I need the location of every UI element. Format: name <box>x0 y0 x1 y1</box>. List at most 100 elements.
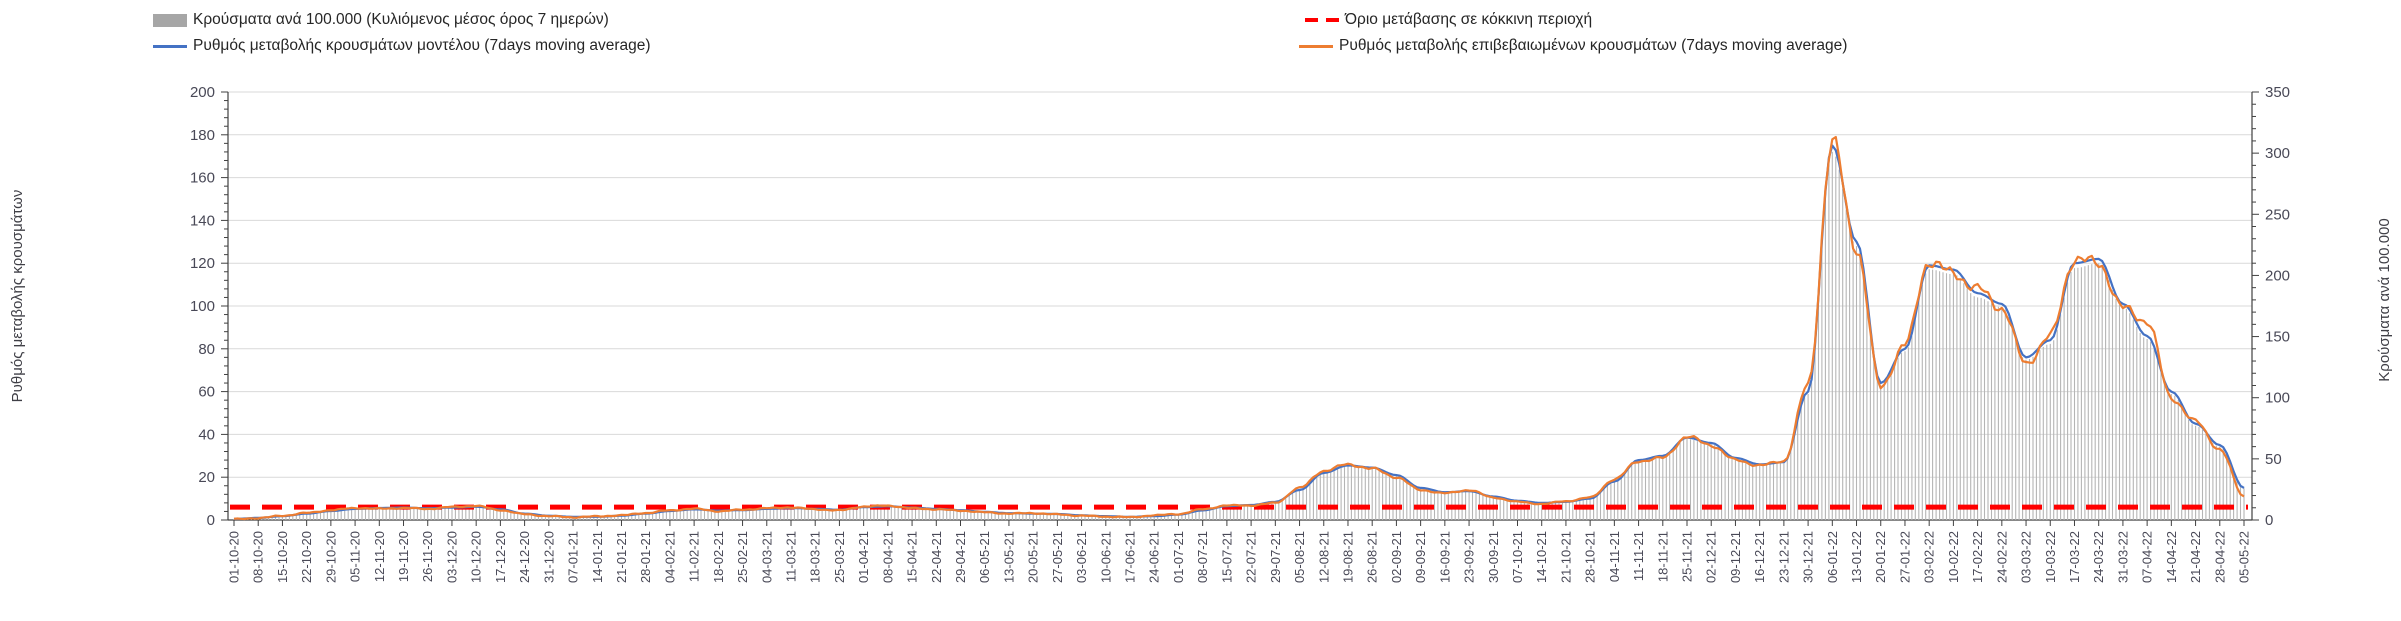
x-axis-tick-label: 14-10-21 <box>1534 531 1549 583</box>
x-axis-tick-label: 07-04-22 <box>2140 531 2155 583</box>
left-axis-tick-label: 100 <box>190 298 215 315</box>
x-axis-tick-label: 18-03-21 <box>808 531 823 583</box>
x-axis-tick-label: 17-03-22 <box>2067 531 2082 583</box>
x-axis-tick-label: 22-10-20 <box>299 531 314 583</box>
x-axis-tick-label: 17-02-22 <box>1970 531 1985 583</box>
left-axis-tick-label: 200 <box>190 84 215 101</box>
confirmed-rate-line <box>233 135 2245 521</box>
x-axis-tick-label: 28-01-21 <box>638 531 653 583</box>
x-axis-tick-label: 23-12-21 <box>1776 531 1791 583</box>
x-axis-tick-label: 31-03-22 <box>2115 531 2130 583</box>
x-axis-tick-label: 03-02-22 <box>1922 531 1937 583</box>
blue-line-swatch-icon <box>153 44 187 48</box>
right-axis-title: Κρούσματα ανά 100.000 <box>2376 218 2393 381</box>
x-axis-tick-label: 15-10-20 <box>275 531 290 583</box>
x-axis-tick-label: 07-01-21 <box>566 531 581 583</box>
x-axis-tick-label: 15-07-21 <box>1219 531 1234 583</box>
x-axis-tick-label: 25-11-21 <box>1680 531 1695 582</box>
legend-item-model-rate: Ρυθμός μεταβολής κρουσμάτων μοντέλου (7d… <box>153 37 651 55</box>
right-axis-tick-label: 300 <box>2265 145 2290 162</box>
legend-label: Όριο μετάβασης σε κόκκινη περιοχή <box>1345 11 1593 28</box>
x-axis-tick-label: 13-05-21 <box>1001 531 1016 583</box>
x-axis-tick-label: 09-12-21 <box>1728 531 1743 583</box>
x-axis-tick-label: 11-03-21 <box>783 531 798 582</box>
x-axis-tick-label: 05-11-20 <box>348 531 363 582</box>
x-axis-tick-label: 21-01-21 <box>614 531 629 583</box>
x-axis-tick-label: 17-12-20 <box>493 531 508 583</box>
x-axis-tick-label: 20-01-22 <box>1873 531 1888 583</box>
x-axis-tick-label: 11-02-21 <box>687 531 702 582</box>
left-axis-tick-label: 20 <box>198 469 215 486</box>
right-axis-tick-label: 100 <box>2265 390 2290 407</box>
x-axis-tick-label: 31-12-20 <box>541 531 556 583</box>
x-axis-tick-label: 04-02-21 <box>662 531 677 583</box>
x-axis-tick-label: 20-05-21 <box>1026 531 1041 583</box>
left-axis-tick-label: 40 <box>198 426 215 443</box>
right-axis-tick-label: 150 <box>2265 329 2290 346</box>
legend-label: Ρυθμός μεταβολής κρουσμάτων μοντέλου (7d… <box>193 37 651 54</box>
red-dash-swatch-icon <box>1305 17 1339 23</box>
x-axis-tick-label: 30-12-21 <box>1801 531 1816 583</box>
x-axis-tick-label: 24-12-20 <box>517 531 532 583</box>
legend-item-red-threshold: Όριο μετάβασης σε κόκκινη περιοχή <box>1305 11 1592 29</box>
x-axis-tick-label: 19-08-21 <box>1340 531 1355 583</box>
right-axis-tick-label: 200 <box>2265 267 2290 284</box>
bar-swatch-icon <box>153 13 187 27</box>
x-axis-tick-label: 01-10-20 <box>227 531 242 583</box>
x-axis-tick-label: 25-02-21 <box>735 531 750 583</box>
x-axis-tick-label: 12-11-20 <box>372 531 387 582</box>
x-axis-tick-label: 21-04-22 <box>2188 531 2203 583</box>
x-axis-tick-label: 04-11-21 <box>1607 531 1622 582</box>
left-axis-tick-label: 180 <box>190 127 215 144</box>
right-axis-tick-label: 50 <box>2265 451 2282 468</box>
x-axis-tick-label: 24-03-22 <box>2091 531 2106 583</box>
x-axis-tick-label: 19-11-20 <box>396 531 411 582</box>
x-axis-tick-label: 07-10-21 <box>1510 531 1525 583</box>
x-axis-tick-label: 14-04-22 <box>2164 531 2179 583</box>
x-axis-tick-label: 21-10-21 <box>1558 531 1573 583</box>
left-axis-title: Ρυθμός μεταβολής κρουσμάτων <box>9 190 26 403</box>
x-axis-tick-label: 13-01-22 <box>1849 531 1864 583</box>
x-axis-tick-label: 16-09-21 <box>1437 531 1452 583</box>
x-axis-tick-label: 09-09-21 <box>1413 531 1428 583</box>
x-axis-tick-label: 03-12-20 <box>444 531 459 583</box>
x-axis-tick-label: 24-02-22 <box>1994 531 2009 583</box>
left-axis-tick-label: 60 <box>198 384 215 401</box>
x-axis-tick-label: 06-01-22 <box>1825 531 1840 583</box>
x-axis-tick-label: 08-04-21 <box>880 531 895 583</box>
x-axis-tick-label: 01-07-21 <box>1171 531 1186 583</box>
x-axis-tick-label: 03-06-21 <box>1074 531 1089 583</box>
x-axis-tick-label: 18-02-21 <box>711 531 726 583</box>
x-axis-tick-label: 11-11-21 <box>1631 531 1646 581</box>
x-axis-tick-label: 16-12-21 <box>1752 531 1767 583</box>
legend-label: Κρούσματα ανά 100.000 (Κυλιόμενος μέσος … <box>193 11 609 28</box>
x-axis-tick-label: 27-01-22 <box>1897 531 1912 583</box>
x-axis-tick-label: 02-09-21 <box>1389 531 1404 583</box>
right-axis-tick-label: 250 <box>2265 206 2290 223</box>
x-axis-tick-label: 01-04-21 <box>856 531 871 583</box>
x-axis-tick-label: 28-10-21 <box>1583 531 1598 583</box>
left-axis-tick-label: 120 <box>190 255 215 272</box>
x-axis-tick-label: 10-02-22 <box>1946 531 1961 583</box>
right-axis-tick-label: 0 <box>2265 512 2273 529</box>
x-axis-tick-label: 06-05-21 <box>977 531 992 583</box>
cases-bars <box>233 151 2245 520</box>
left-axis-tick-label: 140 <box>190 212 215 229</box>
x-axis-tick-label: 18-11-21 <box>1655 531 1670 582</box>
x-axis-tick-label: 29-04-21 <box>953 531 968 583</box>
x-axis-tick-label: 03-03-22 <box>2019 531 2034 583</box>
x-axis-tick-label: 24-06-21 <box>1147 531 1162 583</box>
x-axis-tick-label: 05-05-22 <box>2237 531 2252 583</box>
x-axis-tick-label: 10-12-20 <box>469 531 484 583</box>
x-axis-tick-label: 05-08-21 <box>1292 531 1307 583</box>
legend-item-confirmed-rate: Ρυθμός μεταβολής επιβεβαιωμένων κρουσμάτ… <box>1299 37 1847 55</box>
x-axis-tick-label: 22-04-21 <box>929 531 944 583</box>
x-axis-tick-label: 26-11-20 <box>420 531 435 582</box>
x-axis-tick-label: 22-07-21 <box>1244 531 1259 583</box>
x-axis-tick-label: 17-06-21 <box>1123 531 1138 583</box>
x-axis-tick-label: 29-07-21 <box>1268 531 1283 583</box>
legend-label: Ρυθμός μεταβολής επιβεβαιωμένων κρουσμάτ… <box>1339 37 1848 54</box>
left-axis-tick-label: 80 <box>198 341 215 358</box>
